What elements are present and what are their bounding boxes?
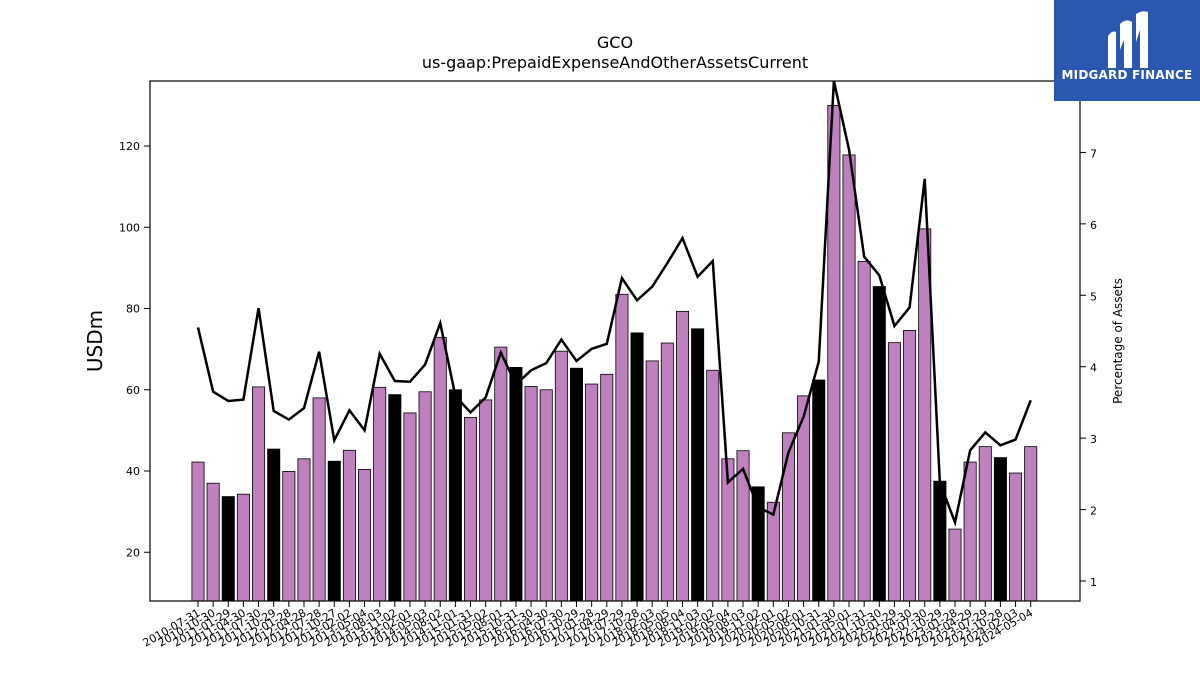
y-right-tick-label: 2 <box>1090 505 1097 518</box>
bar <box>645 360 659 602</box>
y-right-tick-label: 6 <box>1090 219 1097 232</box>
midgard-m-logo-icon <box>1108 11 1148 69</box>
y-right-tick-label: 3 <box>1090 433 1097 446</box>
bar <box>191 461 205 602</box>
chart-title: GCO <box>597 33 633 52</box>
bar <box>403 412 417 602</box>
bar <box>342 449 356 602</box>
bar-annual <box>388 394 402 602</box>
bar-annual <box>691 328 705 602</box>
bar <box>1024 446 1038 602</box>
bar <box>358 468 372 602</box>
bar <box>252 386 266 602</box>
y-left-tick-label: 60 <box>126 384 140 397</box>
bar <box>706 369 720 602</box>
bar <box>524 386 538 602</box>
bar-annual <box>872 286 886 602</box>
bar <box>418 391 432 602</box>
bar-annual <box>327 460 341 602</box>
y-right-tick-label: 7 <box>1090 147 1097 160</box>
y-right-tick-label: 4 <box>1090 362 1097 375</box>
bar-annual <box>509 367 523 602</box>
brand-name: MIDGARD FINANCE <box>1061 68 1193 82</box>
y-axis-right: 1 2 3 4 5 6 7 <box>1080 147 1097 589</box>
y-left-tick-label: 80 <box>126 303 140 316</box>
bar <box>282 471 296 602</box>
bar <box>675 310 689 602</box>
bar-annual <box>751 486 765 602</box>
y-axis-right-title: Percentage of Assets <box>1111 278 1125 404</box>
bar <box>494 346 508 602</box>
bar-annual <box>267 448 281 602</box>
bar <box>963 461 977 602</box>
y-axis-left: 20 40 60 80 100 120 <box>119 140 150 559</box>
bar <box>539 389 553 602</box>
brand-logo: MIDGARD FINANCE <box>1054 0 1200 101</box>
bar-annual <box>933 480 947 602</box>
bar <box>585 383 599 602</box>
y-left-tick-label: 100 <box>119 221 140 234</box>
x-axis: 2010-07-312010-10-302011-01-292011-04-30… <box>141 601 1035 650</box>
y-right-tick-label: 1 <box>1090 576 1097 589</box>
plot-frame <box>149 80 1081 602</box>
bar-annual <box>812 379 826 602</box>
bar-annual <box>993 457 1007 602</box>
bar <box>312 397 326 602</box>
bar <box>373 386 387 602</box>
bar <box>766 501 780 602</box>
y-axis-left-title: USDm <box>83 310 107 372</box>
bar <box>842 154 856 602</box>
bar <box>615 293 629 602</box>
y-left-tick-label: 20 <box>126 546 140 559</box>
bar-annual <box>448 389 462 602</box>
bar <box>479 399 493 602</box>
bar-annual <box>630 332 644 602</box>
y-left-tick-label: 120 <box>119 140 140 153</box>
bar-annual <box>221 496 235 602</box>
bar <box>887 342 901 602</box>
bar <box>206 482 220 602</box>
y-right-tick-label: 5 <box>1090 290 1097 303</box>
bar <box>297 458 311 602</box>
bar <box>600 373 614 602</box>
bar <box>857 260 871 602</box>
bar <box>948 528 962 602</box>
bar <box>781 432 795 602</box>
percentage-line <box>196 80 1032 527</box>
bar <box>433 336 447 602</box>
bar <box>1009 472 1023 602</box>
chart-subtitle: us-gaap:PrepaidExpenseAndOtherAssetsCurr… <box>422 53 808 72</box>
y-left-tick-label: 40 <box>126 465 140 478</box>
bar <box>554 350 568 602</box>
bar <box>660 342 674 602</box>
bar <box>236 493 250 602</box>
bar <box>903 330 917 602</box>
bar-annual <box>570 367 584 602</box>
bar <box>978 446 992 602</box>
bar <box>464 416 478 602</box>
